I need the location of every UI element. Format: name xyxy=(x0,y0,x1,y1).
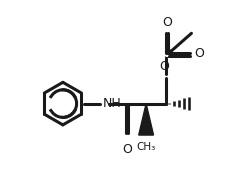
Text: CH₃: CH₃ xyxy=(137,142,156,152)
Text: O: O xyxy=(160,60,169,73)
Polygon shape xyxy=(139,104,154,135)
Text: S: S xyxy=(163,48,171,61)
Text: O: O xyxy=(122,143,132,156)
Text: O: O xyxy=(194,47,204,60)
Text: NH: NH xyxy=(103,97,122,110)
Text: O: O xyxy=(162,16,172,29)
